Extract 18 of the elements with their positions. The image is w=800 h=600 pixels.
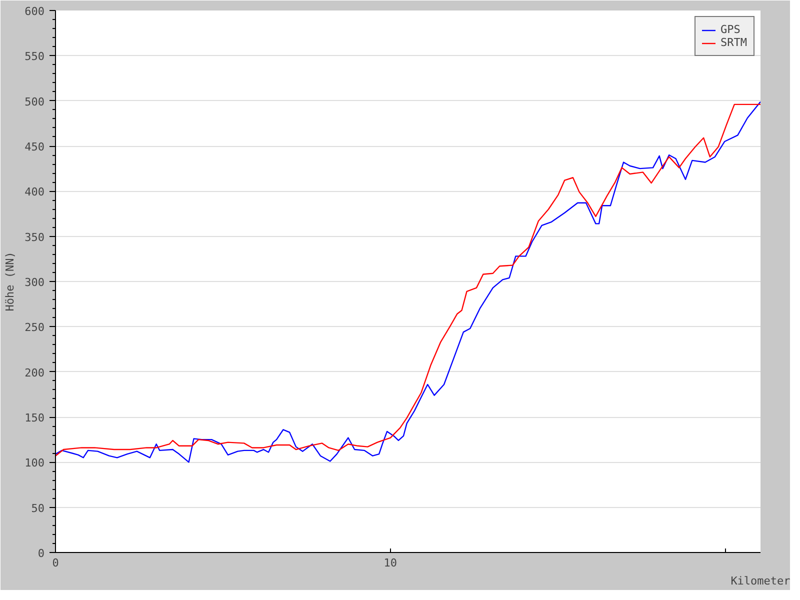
y-tick-label: 150 — [24, 412, 45, 424]
y-tick-label: 350 — [24, 230, 45, 244]
y-tick-label: 300 — [24, 276, 45, 289]
y-axis-title: Höhe (NN) — [4, 252, 17, 312]
x-tick-label: 10 — [384, 556, 398, 570]
y-tick-label: 250 — [24, 321, 45, 334]
y-tick-label: 100 — [24, 456, 45, 470]
legend-label: GPS — [720, 23, 740, 36]
y-tick-label: 200 — [24, 366, 45, 380]
y-tick-label: 400 — [24, 186, 45, 199]
y-tick-label: 50 — [31, 502, 45, 515]
y-tick-label: 600 — [24, 5, 45, 18]
y-tick-label: 550 — [24, 50, 45, 64]
y-tick-label: 500 — [24, 95, 45, 108]
y-tick-label: 450 — [24, 140, 45, 154]
x-axis-title: Kilometer — [730, 574, 791, 588]
legend-label: SRTM — [720, 36, 747, 49]
y-tick-label: 0 — [38, 547, 44, 560]
